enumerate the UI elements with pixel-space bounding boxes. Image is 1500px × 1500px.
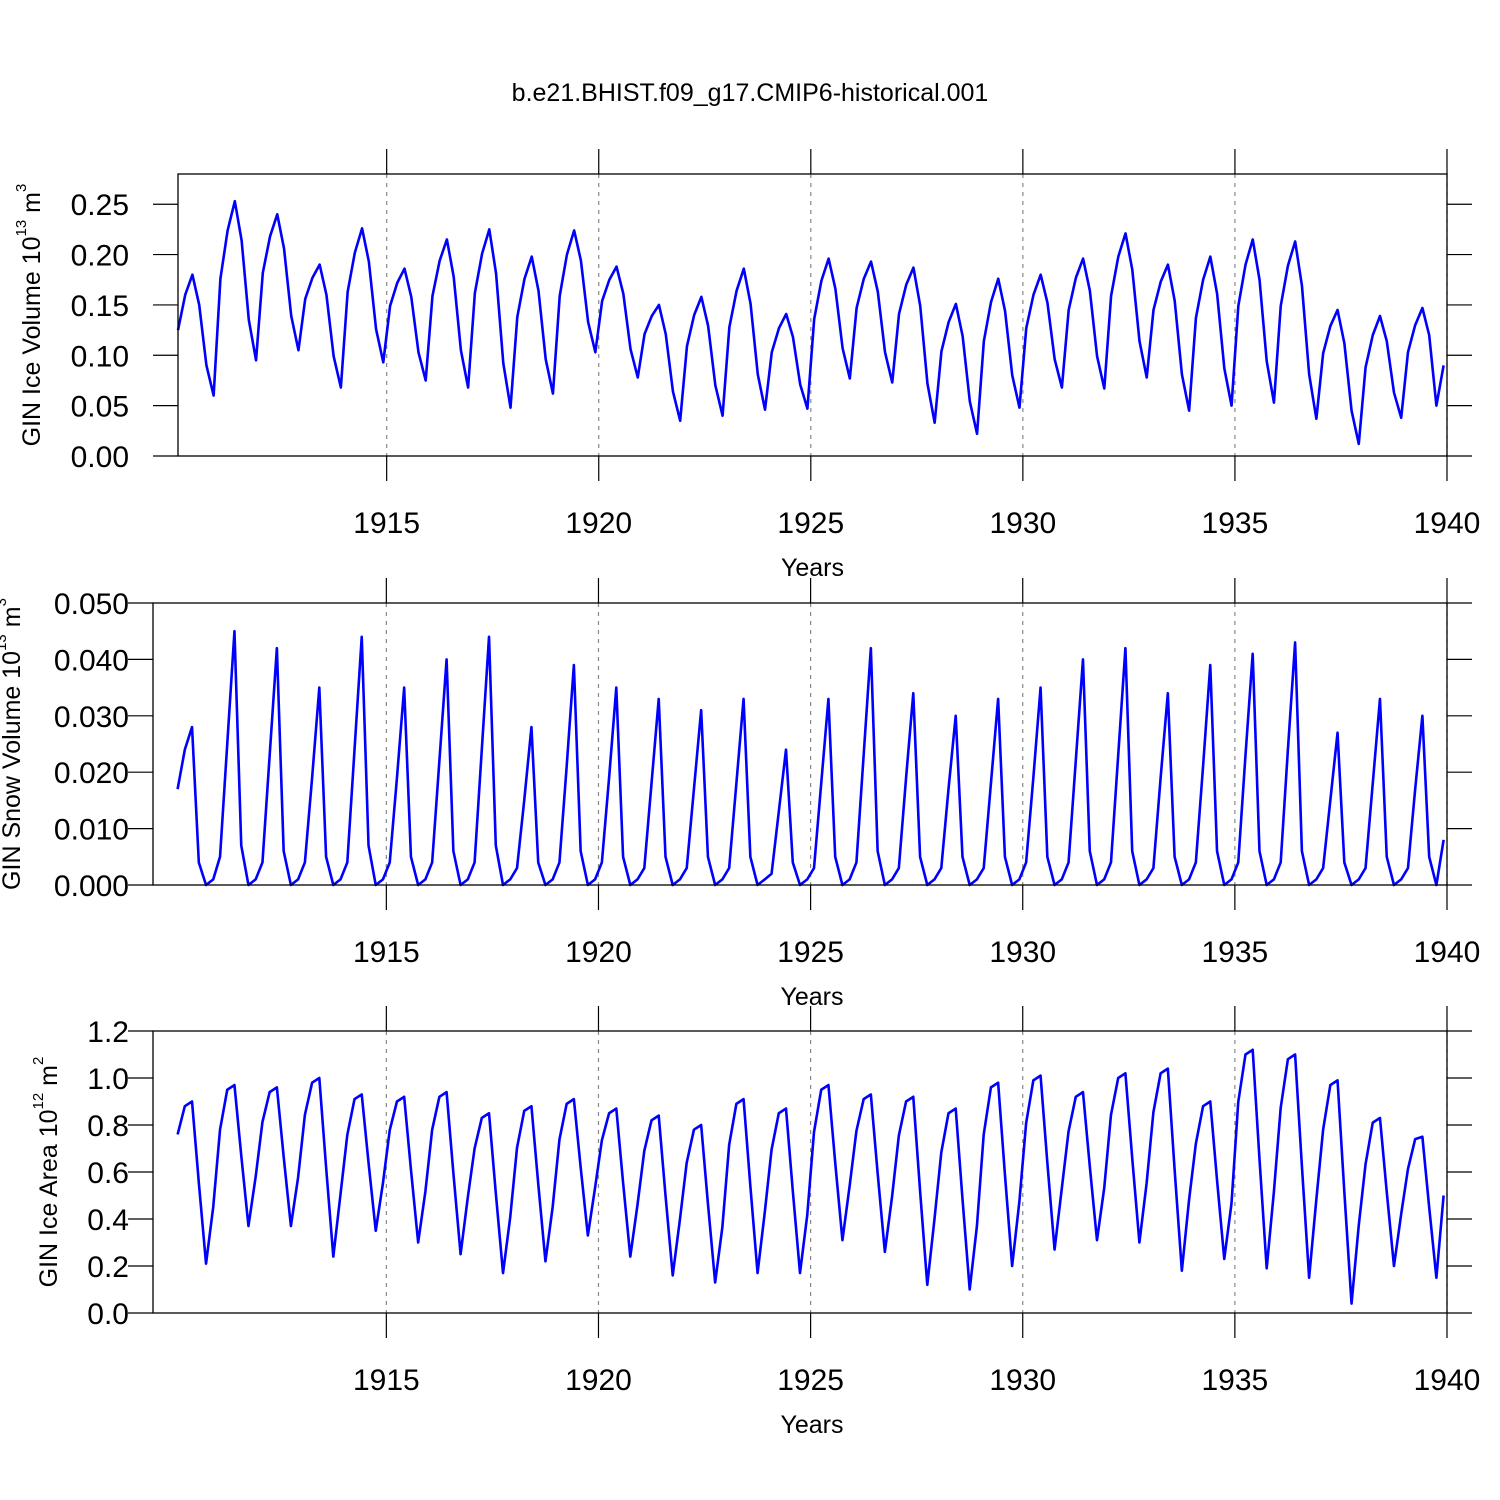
y-axis-title-exponent: 13	[0, 634, 10, 651]
x-tick-label: 1925	[777, 1364, 844, 1397]
y-tick-label: 0.040	[54, 644, 129, 677]
y-tick-label: 0.010	[54, 814, 129, 847]
x-tick-label: 1915	[353, 1364, 420, 1397]
y-axis-title: GIN Ice Area 1012 m2	[30, 1057, 63, 1288]
x-tick-label: 1940	[1414, 1364, 1481, 1397]
y-tick-label: 0.000	[54, 870, 129, 903]
y-axis-title-text: GIN Ice Area 10	[35, 1109, 63, 1287]
x-axis-title: Years	[780, 983, 843, 1011]
y-tick-label: 0.00	[71, 441, 129, 474]
y-tick-label: 1.2	[87, 1016, 129, 1049]
y-tick-label: 0.25	[71, 189, 129, 222]
y-tick-label: 0.2	[87, 1251, 129, 1284]
y-axis-title-unit: m	[0, 606, 26, 627]
y-tick-label: 1.0	[87, 1063, 129, 1096]
y-axis-title-exponent: 13	[13, 220, 30, 237]
x-tick-label: 1935	[1202, 507, 1269, 540]
figure-title: b.e21.BHIST.f09_g17.CMIP6-historical.001	[512, 79, 989, 107]
x-tick-label: 1920	[565, 1364, 632, 1397]
y-tick-label: 0.20	[71, 240, 129, 273]
x-axis-title: Years	[781, 554, 844, 582]
x-tick-label: 1930	[989, 936, 1056, 969]
y-tick-label: 0.020	[54, 757, 129, 790]
x-tick-label: 1925	[777, 507, 844, 540]
data-line	[176, 629, 1445, 887]
x-tick-label: 1915	[353, 936, 420, 969]
y-axis-title: GIN Ice Volume 1013 m3	[13, 184, 46, 447]
x-tick-label: 1920	[565, 507, 632, 540]
x-tick-label: 1925	[777, 936, 844, 969]
y-axis-title: GIN Snow Volume 1013 m3	[0, 598, 26, 890]
data-line	[176, 199, 1445, 446]
y-axis-title-unit-exponent: 2	[30, 1057, 47, 1065]
plot-frame	[152, 602, 1448, 886]
data-line	[176, 1048, 1445, 1305]
plot-frame	[152, 1030, 1448, 1314]
y-axis-title-unit: m	[35, 1065, 63, 1086]
y-tick-label: 0.6	[87, 1157, 129, 1190]
y-tick-label: 0.0	[87, 1298, 129, 1331]
y-axis-title-unit-exponent: 3	[13, 184, 30, 192]
y-tick-label: 0.15	[71, 290, 129, 323]
x-tick-label: 1915	[353, 507, 420, 540]
y-axis-title-unit-exponent: 3	[0, 598, 10, 606]
y-tick-label: 0.030	[54, 701, 129, 734]
plot-frame	[177, 173, 1448, 457]
y-axis-title-text: GIN Snow Volume 10	[0, 651, 26, 890]
y-tick-label: 0.4	[87, 1204, 129, 1237]
x-tick-label: 1935	[1201, 936, 1268, 969]
y-tick-label: 0.8	[87, 1110, 129, 1143]
x-tick-label: 1940	[1414, 936, 1481, 969]
x-tick-label: 1930	[989, 507, 1056, 540]
x-tick-label: 1940	[1414, 507, 1481, 540]
y-tick-label: 0.05	[71, 391, 129, 424]
y-axis-title-text: GIN Ice Volume 10	[18, 237, 46, 447]
y-axis-title-exponent: 12	[30, 1093, 47, 1110]
y-axis-title-unit: m	[18, 192, 46, 213]
x-tick-label: 1920	[565, 936, 632, 969]
x-tick-label: 1930	[989, 1364, 1056, 1397]
x-tick-label: 1935	[1201, 1364, 1268, 1397]
y-tick-label: 0.050	[54, 588, 129, 621]
y-tick-label: 0.10	[71, 340, 129, 373]
x-axis-title: Years	[780, 1411, 843, 1439]
